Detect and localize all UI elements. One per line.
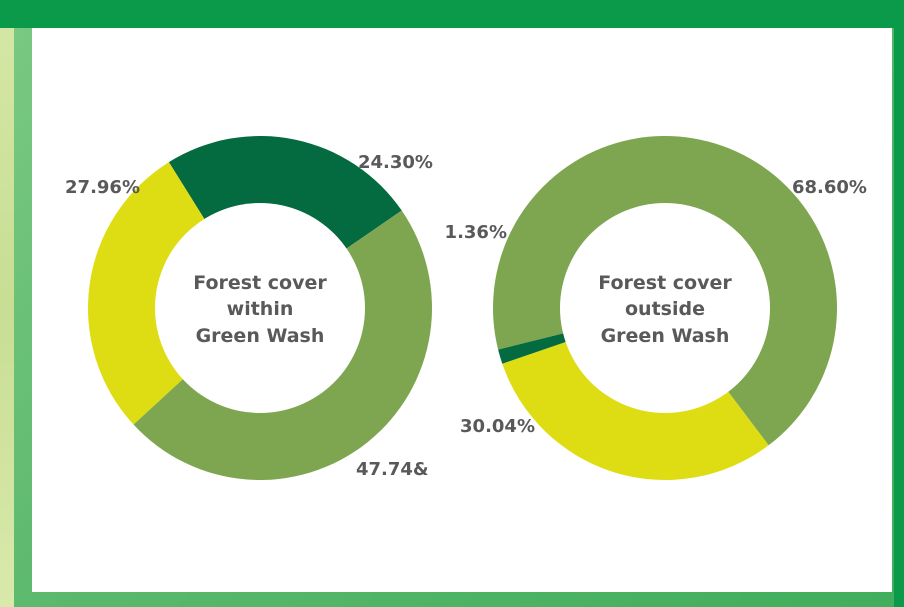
data-label-47-74: 47.74& <box>356 459 429 480</box>
right-band <box>894 0 904 607</box>
donut-chart-within: Forest cover within Green Wash 24.30% 47… <box>65 136 433 480</box>
center-label-line-1: Forest cover <box>598 272 732 294</box>
data-label-27-96: 27.96% <box>65 177 140 198</box>
center-label-line-3: Green Wash <box>196 325 325 347</box>
top-band <box>0 0 904 28</box>
donut-hole-outside <box>560 203 770 413</box>
center-label-line-3: Green Wash <box>601 325 730 347</box>
left-decor-strip <box>0 0 14 607</box>
data-label-30-04: 30.04% <box>460 416 535 437</box>
center-label-line-2: within <box>227 298 294 320</box>
data-label-1-36: 1.36% <box>445 222 507 243</box>
data-label-68-60: 68.60% <box>792 177 867 198</box>
center-label-line-1: Forest cover <box>193 272 327 294</box>
donut-hole-within <box>155 203 365 413</box>
donut-chart-outside: Forest cover outside Green Wash 68.60% 3… <box>445 136 867 480</box>
center-label-line-2: outside <box>625 298 705 320</box>
data-label-24-30: 24.30% <box>358 152 433 173</box>
